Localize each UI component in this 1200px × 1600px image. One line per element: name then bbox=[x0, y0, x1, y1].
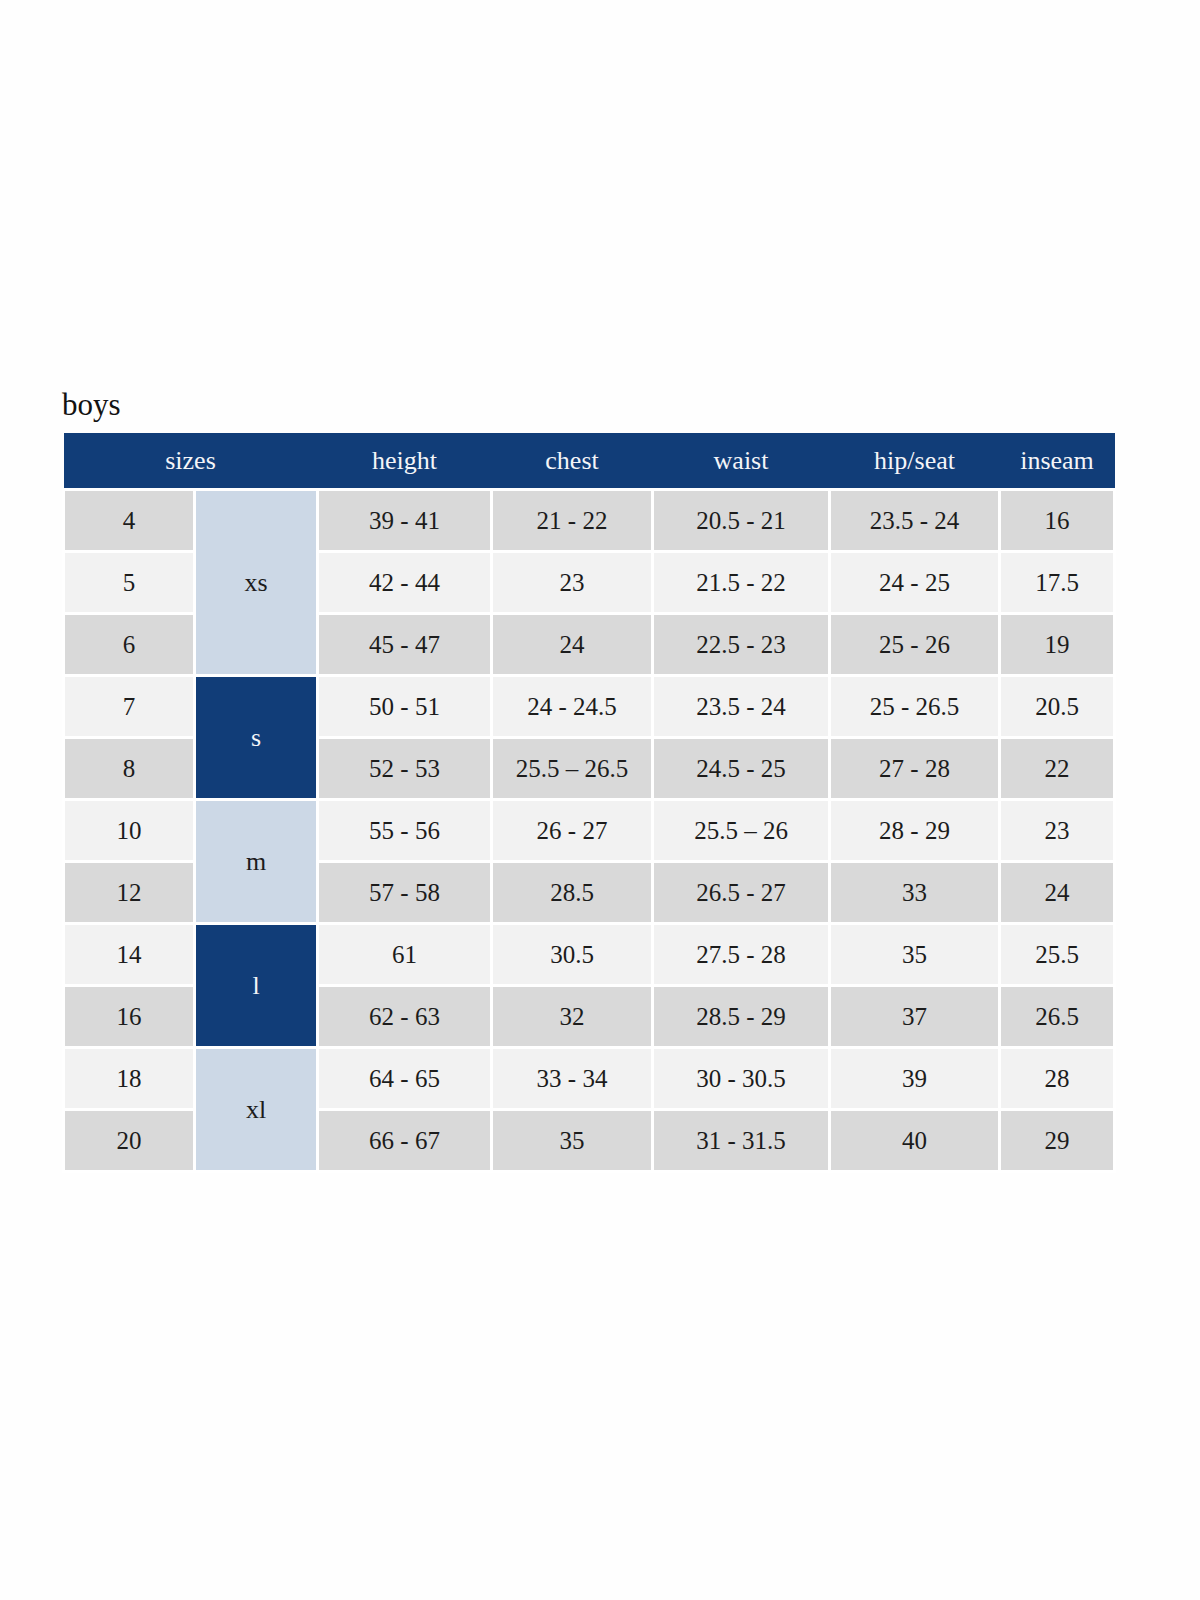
cell-height: 57 - 58 bbox=[318, 862, 492, 924]
page: boys sizes height chest waist hip/seat i… bbox=[0, 0, 1200, 1600]
cell-height: 52 - 53 bbox=[318, 738, 492, 800]
cell-waist: 25.5 – 26 bbox=[653, 800, 830, 862]
cell-size: 14 bbox=[64, 924, 195, 986]
cell-inseam: 17.5 bbox=[1000, 552, 1115, 614]
cell-waist: 26.5 - 27 bbox=[653, 862, 830, 924]
cell-waist: 20.5 - 21 bbox=[653, 490, 830, 552]
cell-hip-seat: 40 bbox=[830, 1110, 1000, 1172]
cell-chest: 33 - 34 bbox=[492, 1048, 653, 1110]
cell-height: 42 - 44 bbox=[318, 552, 492, 614]
cell-height: 55 - 56 bbox=[318, 800, 492, 862]
cell-inseam: 24 bbox=[1000, 862, 1115, 924]
cell-inseam: 22 bbox=[1000, 738, 1115, 800]
size-group-cell-s: s bbox=[195, 676, 318, 800]
cell-hip-seat: 25 - 26.5 bbox=[830, 676, 1000, 738]
cell-height: 64 - 65 bbox=[318, 1048, 492, 1110]
cell-chest: 28.5 bbox=[492, 862, 653, 924]
cell-height: 66 - 67 bbox=[318, 1110, 492, 1172]
cell-height: 39 - 41 bbox=[318, 490, 492, 552]
cell-size: 5 bbox=[64, 552, 195, 614]
cell-chest: 21 - 22 bbox=[492, 490, 653, 552]
column-header-chest: chest bbox=[492, 433, 653, 490]
cell-inseam: 25.5 bbox=[1000, 924, 1115, 986]
cell-height: 62 - 63 bbox=[318, 986, 492, 1048]
cell-hip-seat: 37 bbox=[830, 986, 1000, 1048]
column-header-height: height bbox=[318, 433, 492, 490]
cell-chest: 24 bbox=[492, 614, 653, 676]
size-group-cell-l: l bbox=[195, 924, 318, 1048]
cell-inseam: 19 bbox=[1000, 614, 1115, 676]
cell-inseam: 28 bbox=[1000, 1048, 1115, 1110]
cell-size: 16 bbox=[64, 986, 195, 1048]
table-body: 4 xs 39 - 41 21 - 22 20.5 - 21 23.5 - 24… bbox=[64, 490, 1115, 1172]
cell-size: 10 bbox=[64, 800, 195, 862]
table-row-size-7: 7 s 50 - 51 24 - 24.5 23.5 - 24 25 - 26.… bbox=[64, 676, 1115, 738]
cell-hip-seat: 25 - 26 bbox=[830, 614, 1000, 676]
cell-hip-seat: 33 bbox=[830, 862, 1000, 924]
cell-inseam: 26.5 bbox=[1000, 986, 1115, 1048]
cell-chest: 32 bbox=[492, 986, 653, 1048]
cell-waist: 23.5 - 24 bbox=[653, 676, 830, 738]
cell-size: 18 bbox=[64, 1048, 195, 1110]
cell-height: 50 - 51 bbox=[318, 676, 492, 738]
column-header-waist: waist bbox=[653, 433, 830, 490]
cell-hip-seat: 23.5 - 24 bbox=[830, 490, 1000, 552]
cell-size: 4 bbox=[64, 490, 195, 552]
cell-inseam: 20.5 bbox=[1000, 676, 1115, 738]
cell-size: 12 bbox=[64, 862, 195, 924]
cell-inseam: 23 bbox=[1000, 800, 1115, 862]
table-row-size-10: 10 m 55 - 56 26 - 27 25.5 – 26 28 - 29 2… bbox=[64, 800, 1115, 862]
cell-size: 6 bbox=[64, 614, 195, 676]
cell-waist: 24.5 - 25 bbox=[653, 738, 830, 800]
size-group-cell-xs: xs bbox=[195, 490, 318, 676]
cell-height: 45 - 47 bbox=[318, 614, 492, 676]
column-header-hip-seat: hip/seat bbox=[830, 433, 1000, 490]
column-header-inseam: inseam bbox=[1000, 433, 1115, 490]
cell-chest: 23 bbox=[492, 552, 653, 614]
cell-hip-seat: 27 - 28 bbox=[830, 738, 1000, 800]
size-chart-table: sizes height chest waist hip/seat inseam… bbox=[62, 433, 1116, 1173]
cell-hip-seat: 28 - 29 bbox=[830, 800, 1000, 862]
page-title: boys bbox=[62, 389, 1113, 421]
cell-size: 7 bbox=[64, 676, 195, 738]
cell-waist: 30 - 30.5 bbox=[653, 1048, 830, 1110]
table-header: sizes height chest waist hip/seat inseam bbox=[64, 433, 1115, 490]
cell-size: 8 bbox=[64, 738, 195, 800]
cell-waist: 27.5 - 28 bbox=[653, 924, 830, 986]
cell-chest: 24 - 24.5 bbox=[492, 676, 653, 738]
table-row-size-4: 4 xs 39 - 41 21 - 22 20.5 - 21 23.5 - 24… bbox=[64, 490, 1115, 552]
cell-waist: 21.5 - 22 bbox=[653, 552, 830, 614]
cell-height: 61 bbox=[318, 924, 492, 986]
cell-size: 20 bbox=[64, 1110, 195, 1172]
cell-inseam: 29 bbox=[1000, 1110, 1115, 1172]
table-row-size-14: 14 l 61 30.5 27.5 - 28 35 25.5 bbox=[64, 924, 1115, 986]
cell-waist: 31 - 31.5 bbox=[653, 1110, 830, 1172]
cell-chest: 35 bbox=[492, 1110, 653, 1172]
header-row: sizes height chest waist hip/seat inseam bbox=[64, 433, 1115, 490]
boys-size-chart: boys sizes height chest waist hip/seat i… bbox=[62, 389, 1113, 1173]
table-row-size-18: 18 xl 64 - 65 33 - 34 30 - 30.5 39 28 bbox=[64, 1048, 1115, 1110]
cell-waist: 28.5 - 29 bbox=[653, 986, 830, 1048]
size-group-cell-xl: xl bbox=[195, 1048, 318, 1172]
cell-hip-seat: 35 bbox=[830, 924, 1000, 986]
cell-chest: 30.5 bbox=[492, 924, 653, 986]
size-group-cell-m: m bbox=[195, 800, 318, 924]
cell-waist: 22.5 - 23 bbox=[653, 614, 830, 676]
cell-hip-seat: 39 bbox=[830, 1048, 1000, 1110]
cell-chest: 25.5 – 26.5 bbox=[492, 738, 653, 800]
cell-inseam: 16 bbox=[1000, 490, 1115, 552]
column-header-sizes: sizes bbox=[64, 433, 318, 490]
cell-hip-seat: 24 - 25 bbox=[830, 552, 1000, 614]
cell-chest: 26 - 27 bbox=[492, 800, 653, 862]
